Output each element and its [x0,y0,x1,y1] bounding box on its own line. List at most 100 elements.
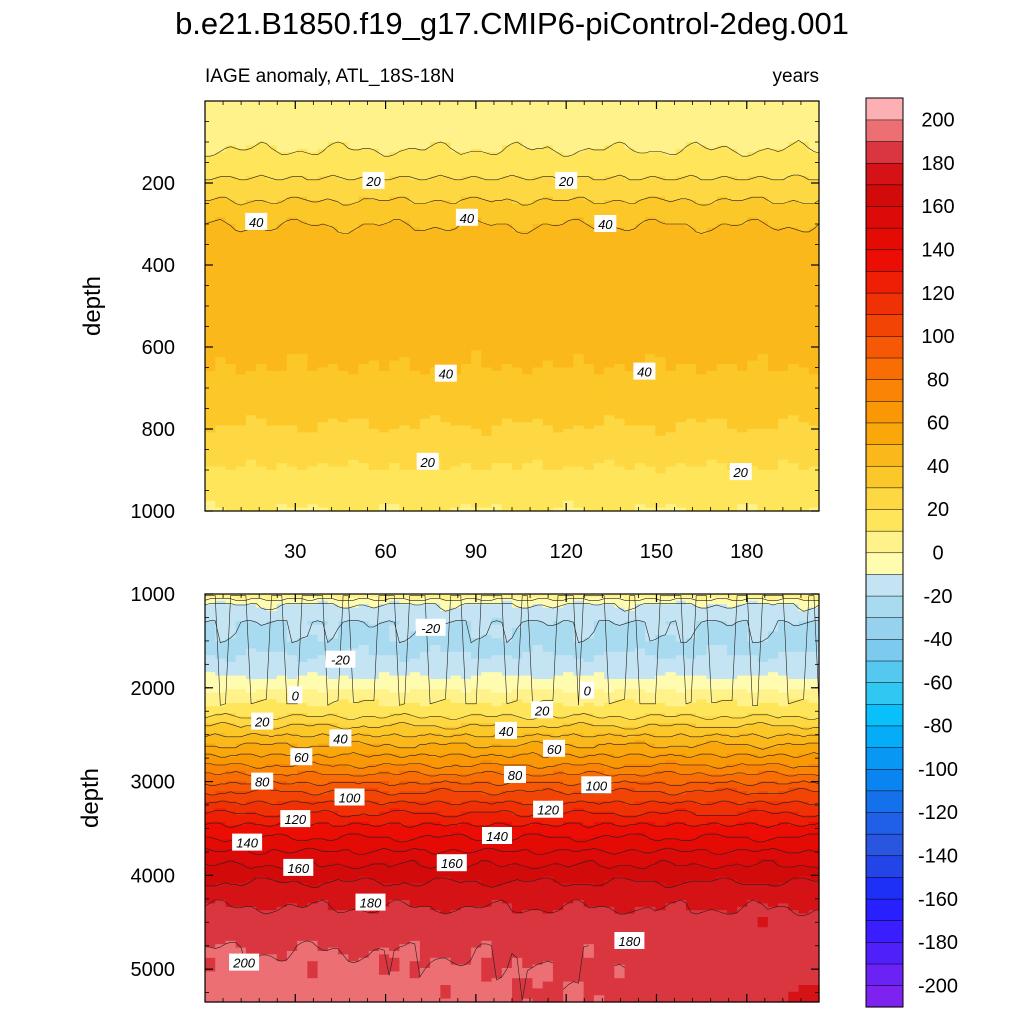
contour-cell [266,377,278,382]
contour-cell [614,353,626,358]
contour-cell [317,179,329,184]
contour-cell [583,377,595,382]
contour-cell [481,230,493,235]
contour-cell [522,360,534,365]
contour-cell [665,271,677,276]
contour-cell [706,145,718,150]
contour-cell [205,155,216,160]
contour-cell [378,101,390,106]
contour-cell [747,196,759,201]
contour-cell [491,353,503,358]
contour-cell [583,299,595,304]
contour-cell [348,169,360,174]
contour-cell [399,200,411,205]
contour-cell [563,135,574,140]
contour-cell [419,288,431,293]
contour-cell [583,329,595,334]
contour-cell [655,107,667,112]
contour-cell [378,200,390,205]
contour-cell [645,247,656,252]
contour-cell [378,271,390,276]
contour-cell [491,179,503,184]
contour-cell [573,138,585,143]
contour-cell [726,254,738,259]
contour-cell [685,282,697,287]
contour-cell [512,367,523,372]
contour-cell [706,101,718,106]
contour-cell [747,169,759,174]
contour-cell [471,251,482,256]
contour-cell [460,343,472,348]
contour-cell [593,247,605,252]
contour-cell [512,306,523,311]
contour-cell [634,302,646,307]
contour-cell [409,312,421,317]
contour-cell [624,258,636,263]
contour-cell [501,306,513,311]
contour-cell [808,206,820,211]
contour-cell [542,377,554,382]
contour-cell [256,230,267,235]
contour-cell [563,357,574,362]
contour-cell [256,333,267,338]
contour-cell [266,268,278,273]
contour-cell [716,312,728,317]
contour-cell [716,288,728,293]
contour-cell [338,241,349,246]
contour-cell [706,152,718,157]
contour-cell [542,302,554,307]
contour-cell [225,227,237,232]
contour-cell [696,186,708,191]
contour-cell [665,316,677,321]
contour-cell [767,124,779,129]
contour-cell [634,186,646,191]
contour-cell [409,152,421,157]
contour-cell [798,282,810,287]
contour-cell [266,203,278,208]
contour-cell [583,148,595,153]
contour-cell [409,111,421,116]
contour-cell [327,251,339,256]
contour-cell [378,135,390,140]
contour-cell [522,326,534,331]
contour-cell [276,183,288,188]
contour-cell [501,189,513,194]
contour-cell [655,343,667,348]
contour-cell [286,299,298,304]
contour-cell [276,101,288,106]
contour-cell [706,135,718,140]
contour-cell [757,165,769,170]
contour-cell [286,196,298,201]
contour-cell [716,114,728,119]
contour-cell [450,254,462,259]
contour-cell [348,384,360,389]
contour-cell [522,104,534,109]
contour-cell [389,244,401,249]
contour-cell [634,135,646,140]
contour-cell [205,370,216,375]
contour-cell [788,299,800,304]
contour-cell [788,135,800,140]
contour-cell [798,288,810,293]
contour-cell [491,155,503,160]
contour-cell [266,254,278,259]
contour-cell [297,183,308,188]
contour-cell [532,295,544,300]
contour-cell [573,367,585,372]
contour-cell [399,367,411,372]
contour-cell [440,159,452,164]
contour-cell [542,353,554,358]
contour-cell [552,278,564,283]
contour-cell [747,377,759,382]
contour-cell [205,347,216,352]
contour-cell [501,336,513,341]
contour-cell [767,224,779,229]
contour-cell [614,227,626,232]
contour-cell [798,101,810,106]
contour-cell [358,224,370,229]
contour-cell [358,340,370,345]
contour-cell [235,329,247,334]
contour-cell [266,329,278,334]
contour-cell [307,360,319,365]
contour-cell [419,319,431,324]
